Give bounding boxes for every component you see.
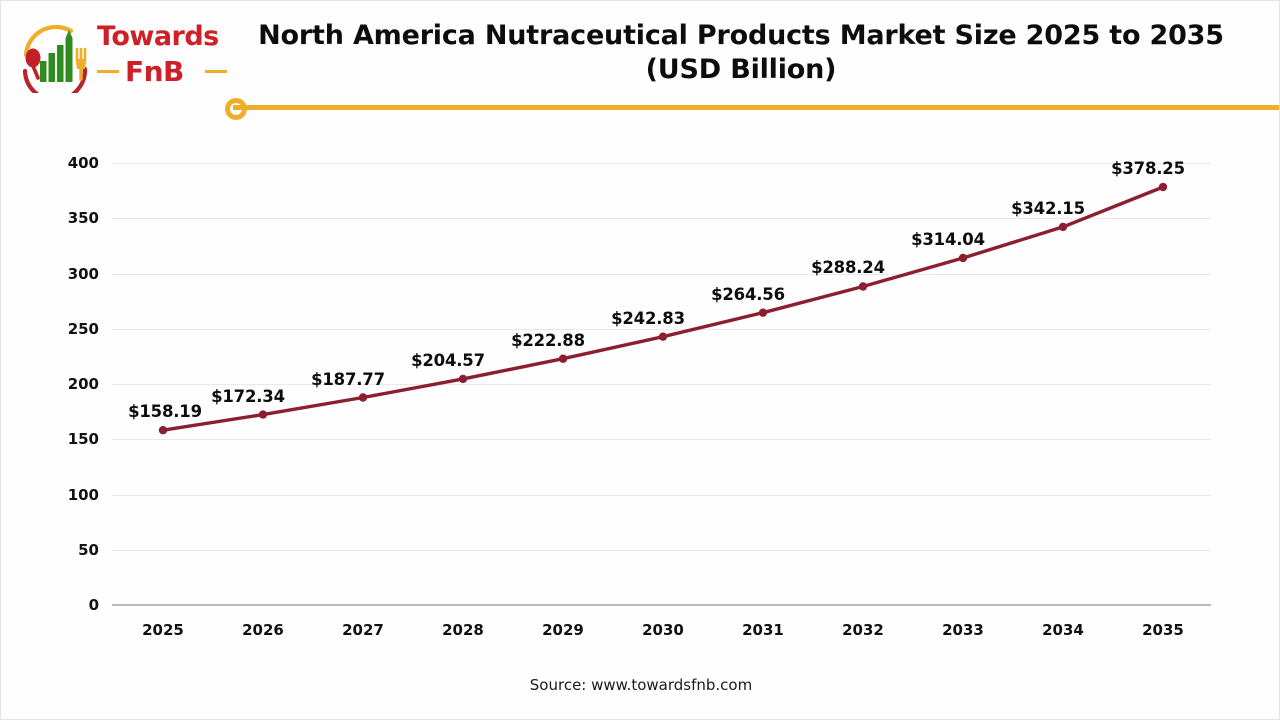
data-point-marker	[1158, 182, 1168, 192]
data-point-marker	[658, 332, 668, 341]
brand-dash-left	[97, 70, 119, 73]
page-title-line-2: (USD Billion)	[645, 54, 837, 85]
x-axis-tick-label: 2030	[642, 621, 684, 639]
data-point-marker	[258, 410, 268, 419]
gridline	[112, 439, 1211, 440]
data-point-marker	[458, 374, 468, 384]
data-point-label: $158.19	[128, 402, 202, 422]
data-point-marker	[358, 393, 368, 402]
source-caption: Source: www.towardsfnb.com	[529, 676, 753, 694]
brand-wordmark: Towards FnB	[97, 19, 227, 93]
x-axis-tick-label: 2029	[542, 621, 584, 639]
x-axis-tick-label: 2031	[742, 621, 784, 639]
y-axis-tick-label: 200	[67, 375, 99, 393]
data-point-label: $204.57	[411, 350, 485, 370]
x-axis-tick-label: 2034	[1042, 621, 1084, 639]
data-point-marker	[758, 308, 768, 317]
chart-baseline-axis	[112, 604, 1211, 606]
data-point-label: $222.88	[511, 330, 585, 350]
data-point-label: $378.25	[1111, 159, 1185, 179]
x-axis-tick-label: 2028	[442, 621, 484, 639]
data-point-marker	[558, 354, 568, 363]
data-point-label: $264.56	[711, 284, 785, 304]
brand-word-towards: Towards	[97, 21, 219, 52]
gridline	[112, 384, 1211, 385]
gridline	[112, 329, 1211, 330]
x-axis-tick-label: 2025	[142, 621, 184, 639]
page-title: North America Nutraceutical Products Mar…	[241, 19, 1241, 87]
data-point-label: $288.24	[811, 258, 885, 278]
x-axis-tick-label: 2026	[242, 621, 284, 639]
data-point-marker	[958, 253, 968, 263]
data-point-label: $187.77	[311, 369, 385, 389]
data-point-label: $314.04	[911, 229, 985, 249]
data-point-marker	[858, 282, 868, 291]
y-axis-tick-label: 400	[67, 154, 99, 172]
y-axis-tick-label: 50	[78, 540, 99, 559]
divider-line	[233, 105, 1279, 110]
gridline	[112, 550, 1211, 551]
y-axis-tick-label: 0	[88, 596, 99, 614]
gridline	[112, 218, 1211, 219]
brand-word-fnb: FnB	[125, 55, 184, 88]
gridline	[112, 495, 1211, 496]
x-axis-tick-label: 2035	[1142, 621, 1184, 639]
towards-fnb-mark-icon	[15, 19, 99, 103]
brand-logo[interactable]: Towards FnB	[15, 17, 227, 103]
x-axis-tick-label: 2027	[342, 621, 384, 639]
x-axis-tick-label: 2033	[942, 621, 984, 639]
y-axis-tick-label: 300	[67, 264, 99, 283]
y-axis-tick-label: 250	[67, 319, 99, 338]
y-axis-tick-label: 100	[67, 485, 99, 504]
y-axis-tick-label: 150	[67, 430, 99, 449]
data-point-label: $342.15	[1011, 198, 1085, 218]
data-point-label: $172.34	[211, 386, 285, 406]
brand-dash-right	[205, 70, 227, 73]
y-axis-tick-label: 350	[67, 209, 99, 228]
data-point-marker	[158, 426, 168, 435]
gridline	[112, 163, 1211, 164]
data-point-marker	[1058, 222, 1068, 232]
x-axis-tick-label: 2032	[842, 621, 884, 639]
data-point-label: $242.83	[611, 308, 685, 328]
gridline	[112, 274, 1211, 275]
page-title-line-1: North America Nutraceutical Products Mar…	[258, 20, 1224, 51]
